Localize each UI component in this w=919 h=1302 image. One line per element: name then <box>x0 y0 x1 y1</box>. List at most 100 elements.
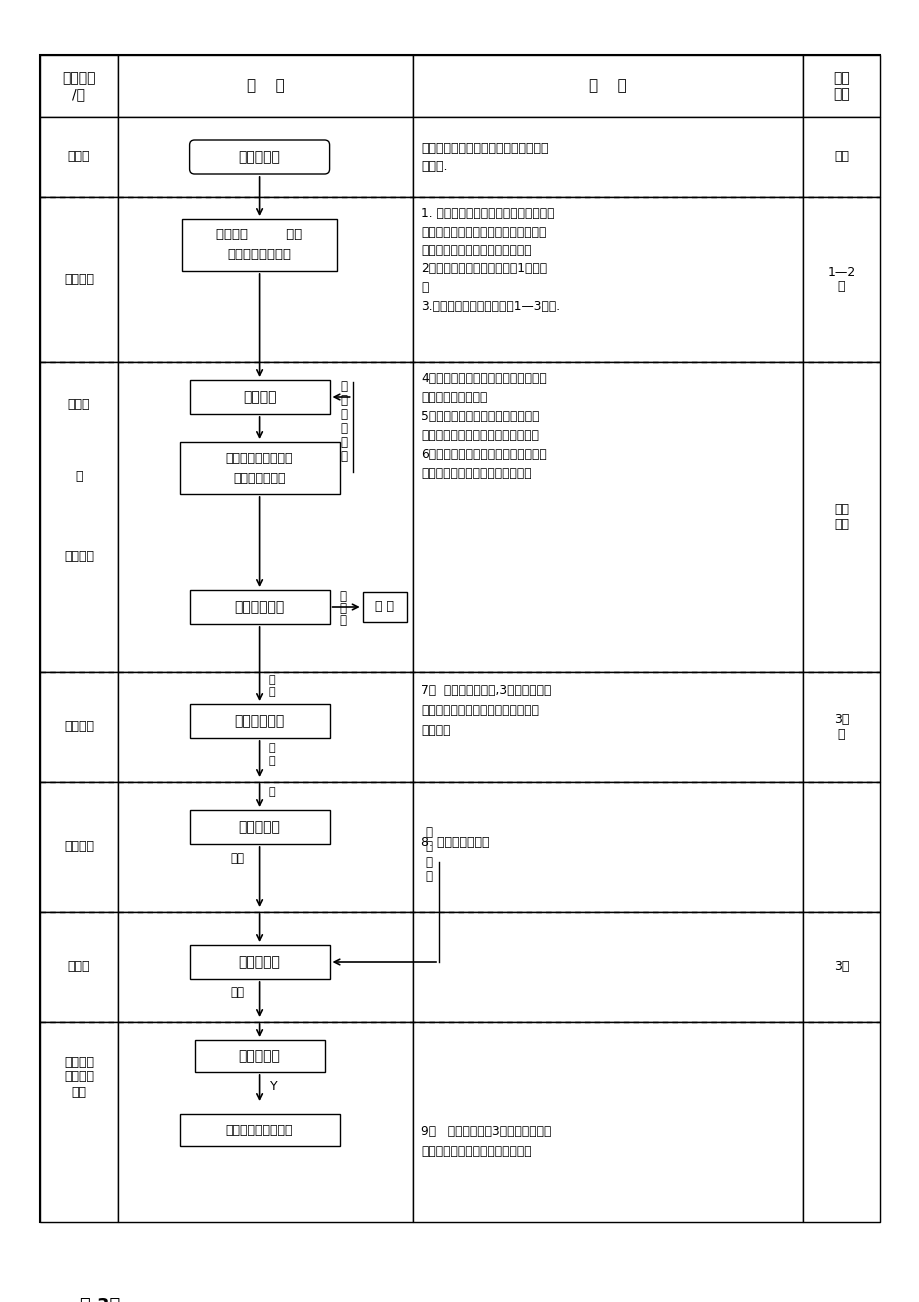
Bar <box>40 55 879 1223</box>
Bar <box>413 1022 802 1223</box>
Text: 综合部办理完入职手续后，转入部门试: 综合部办理完入职手续后，转入部门试 <box>421 142 548 155</box>
Text: 期: 期 <box>340 436 346 449</box>
Bar <box>413 362 802 672</box>
Text: 通过: 通过 <box>231 987 244 1000</box>
Text: 责任部门
/人: 责任部门 /人 <box>62 70 96 102</box>
Text: 综合部审查: 综合部审查 <box>238 820 280 835</box>
Bar <box>413 911 802 1022</box>
Text: 3天
内: 3天 内 <box>833 713 848 741</box>
FancyBboxPatch shape <box>189 141 329 174</box>
Text: 不: 不 <box>339 591 346 604</box>
Text: 用人部门: 用人部门 <box>64 720 94 733</box>
Text: 用人部门: 用人部门 <box>64 551 94 564</box>
Bar <box>802 197 879 362</box>
Bar <box>195 1040 324 1072</box>
Text: 新员工: 新员工 <box>68 151 90 164</box>
Bar <box>802 117 879 197</box>
Text: 总经理批准: 总经理批准 <box>238 954 280 969</box>
Bar <box>802 911 879 1022</box>
Text: 用阶段.: 用阶段. <box>421 160 447 172</box>
Text: 头: 头 <box>425 841 432 854</box>
Text: 格: 格 <box>268 756 275 766</box>
Text: 合: 合 <box>268 674 275 685</box>
Text: 部门考核意见: 部门考核意见 <box>234 713 284 728</box>
Text: 试用期阶段: 试用期阶段 <box>238 150 280 164</box>
Text: 试: 试 <box>340 409 346 422</box>
Text: 通过: 通过 <box>231 852 244 865</box>
Text: 试用
期满: 试用 期满 <box>834 503 848 531</box>
Text: 用人部门: 用人部门 <box>64 273 94 286</box>
Text: 1. 员工正式上班，用人部门需填写《新
员工入职进程表》，根据试用期限规定
时间对新员工进行岗位技能考核。
2．维修组长试用期限一般以1个月为
准
3.管理人员: 1. 员工正式上班，用人部门需填写《新 员工入职进程表》，根据试用期限规定 时间… <box>421 207 560 312</box>
Bar <box>802 783 879 911</box>
Bar <box>40 783 118 911</box>
Text: 7．  启动转正程序后,3天内部门对该
岗位转正人员的薪酬方案与总经理进
行确认。: 7． 启动转正程序后,3天内部门对该 岗位转正人员的薪酬方案与总经理进 行确认。 <box>421 684 550 737</box>
Text: 3天: 3天 <box>833 961 848 974</box>
Text: 综合部备案: 综合部备案 <box>238 1049 280 1062</box>
Bar <box>802 55 879 117</box>
Bar <box>118 197 413 362</box>
Text: 试用期满: 试用期满 <box>243 391 276 404</box>
Text: 综合管理: 综合管理 <box>64 841 94 854</box>
Bar <box>118 362 413 672</box>
Text: 个人填写转正申请单: 个人填写转正申请单 <box>225 452 293 465</box>
Text: 口: 口 <box>425 825 432 838</box>
Text: 延: 延 <box>340 380 346 393</box>
Text: 员工入职进程表》: 员工入职进程表》 <box>227 249 291 262</box>
Bar <box>118 55 413 117</box>
Bar <box>802 672 879 783</box>
Bar <box>413 55 802 117</box>
Bar <box>362 592 406 622</box>
Text: 流    程: 流 程 <box>246 78 284 94</box>
Bar <box>40 911 118 1022</box>
Bar <box>413 783 802 911</box>
Bar <box>179 1115 339 1146</box>
Bar <box>802 1022 879 1223</box>
Bar <box>189 945 329 979</box>
Bar <box>118 911 413 1022</box>
Bar <box>118 672 413 783</box>
Bar <box>189 810 329 844</box>
Bar <box>40 672 118 783</box>
Text: 部门填写         《新: 部门填写 《新 <box>216 228 302 241</box>
Text: 其他转正后事宜办理: 其他转正后事宜办理 <box>225 1124 293 1137</box>
Bar <box>118 1022 413 1223</box>
Text: 入职: 入职 <box>834 151 848 164</box>
Text: 时间
节点: 时间 节点 <box>833 70 849 102</box>
Bar <box>118 783 413 911</box>
Text: 1—2
天: 1—2 天 <box>826 266 855 293</box>
Text: 长: 长 <box>340 395 346 408</box>
Text: 合: 合 <box>339 603 346 616</box>
Text: 4．试用期满后员工本人提出转正，填
写《转正申请单》。
5．用人部门填写考核意见，提供考
核依据，如《新员工入职进程表》。
6．重要岗位人员转正，部门总监需跟
: 4．试用期满后员工本人提出转正，填 写《转正申请单》。 5．用人部门填写考核意见… <box>421 372 546 480</box>
Text: 辞 退: 辞 退 <box>375 600 393 613</box>
Text: 合: 合 <box>268 743 275 753</box>
Bar <box>40 362 118 672</box>
Bar <box>179 441 339 493</box>
Text: 认: 认 <box>425 871 432 884</box>
Text: 主管考核意见: 主管考核意见 <box>234 600 284 615</box>
Text: 附 3：: 附 3： <box>80 1297 120 1302</box>
Bar <box>189 704 329 738</box>
Text: 用: 用 <box>340 423 346 435</box>
Text: 新员工: 新员工 <box>68 397 90 410</box>
Text: 8. 综合部负责审查: 8. 综合部负责审查 <box>421 836 489 849</box>
Text: 综合管理
部及相关
部门: 综合管理 部及相关 部门 <box>64 1056 94 1099</box>
Text: 附手写转正报告: 附手写转正报告 <box>233 471 286 484</box>
Bar <box>182 219 336 271</box>
Bar <box>40 197 118 362</box>
Text: Y: Y <box>269 1079 278 1092</box>
Bar <box>413 117 802 197</box>
Text: 确: 确 <box>425 855 432 868</box>
Text: 格: 格 <box>339 615 346 628</box>
Bar <box>40 55 118 117</box>
Bar <box>413 197 802 362</box>
Bar <box>118 117 413 197</box>
Text: 及: 及 <box>75 470 83 483</box>
Bar <box>40 1022 118 1223</box>
Text: 9．   总经理批准后3天内综合部落实
与员工签订合同及其他相关协议。: 9． 总经理批准后3天内综合部落实 与员工签订合同及其他相关协议。 <box>421 1125 550 1157</box>
Bar <box>40 117 118 197</box>
Bar <box>189 590 329 624</box>
Text: 限: 限 <box>340 450 346 464</box>
Bar <box>413 672 802 783</box>
Text: 总经理: 总经理 <box>68 961 90 974</box>
Text: 格: 格 <box>268 687 275 697</box>
